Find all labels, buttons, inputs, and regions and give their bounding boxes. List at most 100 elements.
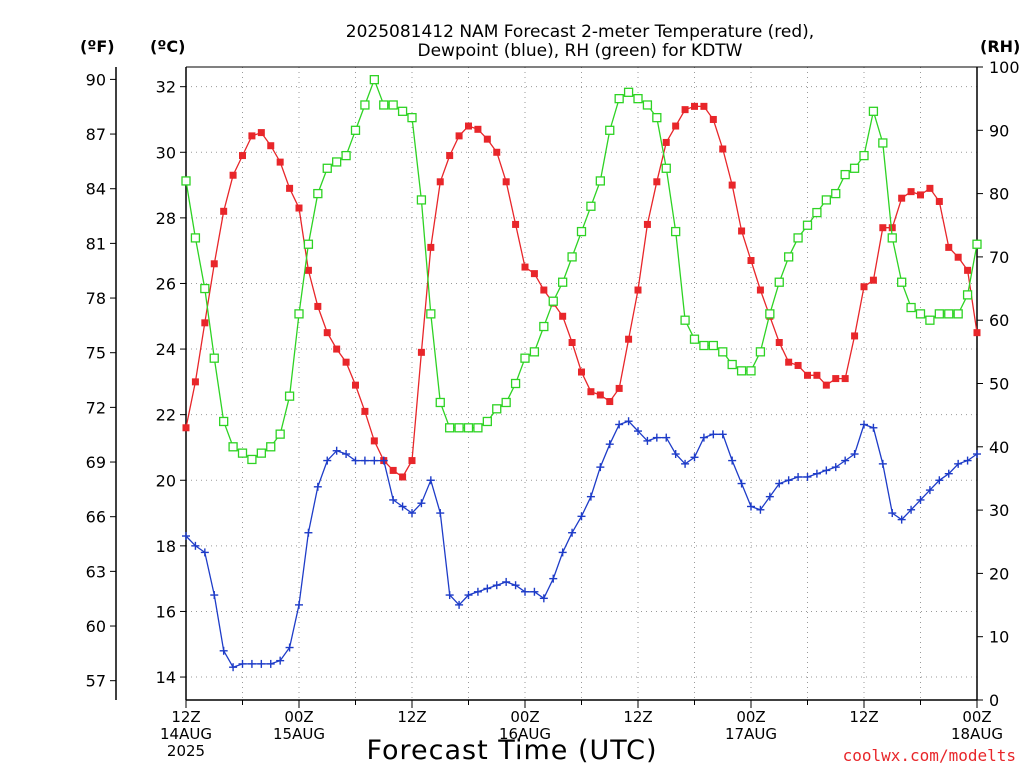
rh-tick-label: 50 [989,375,1009,394]
rh-tick-label: 100 [989,58,1020,77]
axes: 57 60 63 66 69 72 75 78 81 84 87 90 14 16 18 20 22 24 26 28… [86,58,1020,760]
rh-point [284,391,295,401]
rh-point [972,239,982,249]
temperature-point [794,361,802,369]
rh-point [595,176,605,186]
dewpoint-point [652,433,661,442]
dewpoint-point [831,463,840,472]
temperature-point [446,152,454,160]
temperature-point [926,184,934,192]
temperature-point [860,283,868,291]
celsius-tick-label: 20 [156,471,176,490]
rh-tick-label: 30 [989,501,1009,520]
dewpoint-point [200,548,209,557]
dewpoint-point [737,479,746,488]
dewpoint-point [530,587,539,596]
temperature-point [191,378,199,386]
rh-point [878,138,888,148]
dewpoint-point [408,509,416,518]
dewpoint-point [247,659,256,668]
rh-point [247,454,257,465]
rh-point [736,366,747,376]
temperature-point [493,148,501,156]
rh-point [633,94,643,104]
dewpoint-point [577,512,586,521]
dewpoint-point [803,472,812,481]
temperature-point [578,368,585,376]
dewpoint-point [822,466,831,475]
temperature-point [295,204,303,212]
temperature-point [257,129,265,137]
temperature-point [747,257,755,265]
rh-point [953,309,963,319]
dewpoint-point [304,528,313,537]
rh-point [303,239,314,249]
temperature-point [625,335,633,343]
dewpoint-point [568,528,577,537]
temperature-point [813,371,821,379]
rh-tick-label: 90 [989,121,1009,140]
rh-point [266,442,276,452]
x-tick-label: 00Z [962,708,991,726]
x-tick-label: 12Z [397,708,426,726]
dewpoint-point [747,502,755,511]
dewpoint-point [332,446,341,455]
rh-point [755,347,766,357]
rh-point [962,290,973,300]
x-tick-label: 15AUG [273,725,325,743]
dewpoint-point [916,495,925,504]
temperature-point [323,329,331,337]
temperature-point [615,384,623,392]
dewpoint-point [681,459,690,468]
temperature-point [540,286,548,294]
rh-point [699,340,709,351]
temperature-point [596,391,604,399]
rh-point [689,334,700,344]
temperature-point [756,286,764,294]
rh-point [680,315,690,325]
temperature-point [333,345,341,353]
x-tick-label: 00Z [510,708,539,726]
temperature-point [474,125,482,133]
dewpoint-series [182,417,981,672]
rh-point [510,378,521,389]
temperature-point [352,381,359,389]
dewpoint-point [558,548,567,557]
rh-point [925,315,935,325]
fahrenheit-tick-label: 57 [86,672,106,691]
dewpoint-point [935,476,944,485]
rh-tick-label: 0 [989,691,999,710]
temperature-point [954,253,962,261]
dewpoint-point [925,486,934,495]
rh-tick-label: 60 [989,311,1009,330]
rh-point [322,163,332,173]
rh-point [661,163,671,173]
temperature-point [709,115,717,123]
dewpoint-point [511,581,520,590]
rh-point [256,448,266,458]
dewpoint-point [963,456,972,465]
fahrenheit-tick-label: 84 [86,180,106,199]
rh-point [708,340,718,351]
rh-point [397,106,408,116]
rh-point [219,416,229,427]
dewpoint-point [417,499,426,508]
temperature-point [719,145,727,153]
temperature-point [634,286,642,294]
rh-point [228,442,238,452]
chart-title: 2025081412 NAM Forecast 2-meter Temperat… [346,22,814,61]
rh-point [407,112,417,123]
dewpoint-point [351,456,360,465]
rh-point [341,150,351,161]
temperature-point [841,375,849,383]
rh-point [727,359,737,370]
dewpoint-point [662,433,671,442]
x-tick-label: 00Z [736,708,765,726]
dewpoint-point [728,456,737,465]
rh-point [784,252,794,262]
dewpoint-point [615,420,624,429]
dewpoint-point [219,646,228,655]
rh-point [887,233,897,243]
rh-point [586,201,596,211]
temperature-line [185,105,978,478]
